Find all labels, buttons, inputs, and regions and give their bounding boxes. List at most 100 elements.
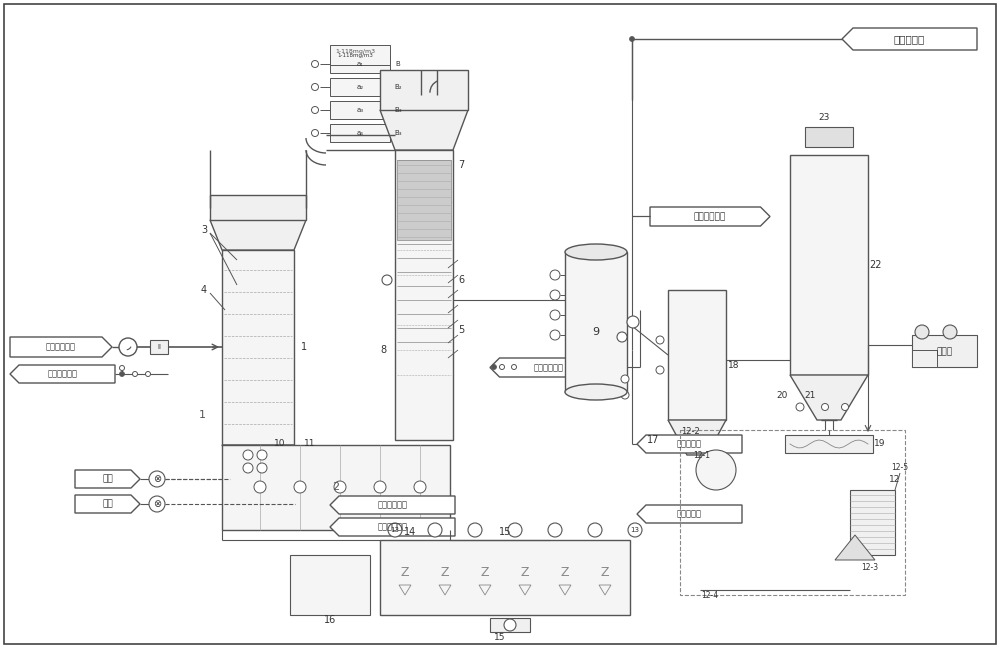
Bar (330, 124, 390, 142)
Circle shape (588, 523, 602, 537)
Circle shape (414, 481, 426, 493)
Circle shape (149, 496, 165, 512)
Bar (421, 95, 435, 325)
Text: 来自工艺水泵: 来自工艺水泵 (48, 369, 78, 378)
Polygon shape (222, 445, 294, 470)
Text: 空气: 空气 (102, 474, 113, 483)
Bar (397, 160, 451, 240)
Text: 23: 23 (818, 113, 830, 122)
Circle shape (621, 375, 629, 383)
Bar (412, 315, 444, 335)
Bar (668, 290, 726, 420)
Text: 15: 15 (499, 527, 511, 537)
Text: 12-5: 12-5 (891, 463, 909, 472)
Text: 1-118mg/m3: 1-118mg/m3 (337, 52, 373, 58)
Text: 13: 13 (390, 527, 400, 533)
Circle shape (374, 481, 386, 493)
Polygon shape (10, 337, 112, 357)
Text: a₃: a₃ (356, 107, 364, 113)
Circle shape (915, 325, 929, 339)
Polygon shape (10, 365, 115, 383)
Circle shape (120, 365, 124, 371)
Text: II: II (157, 344, 161, 350)
Text: 16: 16 (324, 615, 336, 625)
Circle shape (428, 523, 442, 537)
Circle shape (294, 481, 306, 493)
Text: 17: 17 (647, 435, 659, 445)
Text: 12-2: 12-2 (681, 428, 699, 437)
Bar (290, 555, 370, 615)
Bar (805, 127, 853, 147)
Circle shape (382, 275, 392, 285)
Circle shape (627, 316, 639, 328)
Text: B₃: B₃ (394, 107, 402, 113)
Circle shape (943, 325, 957, 339)
Text: 1-118mg/m3: 1-118mg/m3 (335, 49, 375, 54)
Circle shape (696, 450, 736, 490)
Ellipse shape (565, 384, 627, 400)
Text: 14: 14 (404, 527, 416, 537)
Polygon shape (75, 495, 140, 513)
Circle shape (120, 371, 124, 376)
Polygon shape (380, 110, 468, 150)
Circle shape (492, 364, 496, 369)
Circle shape (550, 310, 560, 320)
Bar (330, 45, 390, 65)
Text: 21: 21 (804, 391, 816, 400)
Text: 9: 9 (592, 327, 600, 337)
Text: 返回预喷淋塔: 返回预喷淋塔 (378, 522, 408, 531)
Circle shape (254, 481, 266, 493)
Text: ⊗: ⊗ (153, 499, 161, 509)
Text: a₄: a₄ (356, 130, 364, 136)
Circle shape (656, 336, 664, 344)
Circle shape (628, 523, 642, 537)
Ellipse shape (565, 244, 627, 260)
Bar (210, 195, 306, 220)
Text: 1: 1 (301, 342, 307, 352)
Circle shape (312, 130, 318, 137)
Circle shape (132, 371, 138, 376)
Circle shape (796, 403, 804, 411)
Polygon shape (668, 420, 726, 455)
Text: 来自工艺水泵: 来自工艺水泵 (534, 363, 564, 372)
Circle shape (312, 106, 318, 113)
Bar (785, 435, 873, 453)
Circle shape (149, 471, 165, 487)
Circle shape (512, 364, 516, 369)
Circle shape (550, 270, 560, 280)
Text: Z: Z (481, 566, 489, 579)
Polygon shape (490, 358, 608, 377)
Polygon shape (650, 207, 770, 226)
Circle shape (257, 463, 267, 473)
Bar (330, 78, 390, 96)
Text: 返回主脱硫塔: 返回主脱硫塔 (378, 500, 408, 509)
Text: Z: Z (401, 566, 409, 579)
Circle shape (312, 84, 318, 91)
Circle shape (508, 523, 522, 537)
Text: B: B (396, 61, 400, 67)
Circle shape (388, 523, 402, 537)
Circle shape (119, 338, 137, 356)
Text: 5: 5 (458, 325, 464, 335)
Text: 1: 1 (198, 410, 206, 420)
Text: Z: Z (561, 566, 569, 579)
Text: B₂: B₂ (394, 84, 402, 90)
Text: 22: 22 (870, 260, 882, 270)
Bar (330, 101, 390, 119)
Text: 12-1: 12-1 (694, 450, 710, 459)
Polygon shape (330, 496, 455, 514)
Bar (790, 155, 868, 375)
Bar (380, 70, 468, 110)
Polygon shape (790, 375, 868, 420)
Text: 18: 18 (728, 360, 740, 369)
Circle shape (257, 450, 267, 460)
Text: 石灰粉: 石灰粉 (937, 347, 953, 356)
Circle shape (842, 404, 848, 410)
Bar (912, 335, 977, 367)
Text: 4: 4 (201, 285, 207, 295)
Polygon shape (637, 435, 742, 453)
Text: 厂内工艺水: 厂内工艺水 (894, 34, 925, 44)
Text: a₁: a₁ (356, 61, 364, 67)
Bar (850, 490, 895, 555)
Circle shape (500, 364, 505, 369)
